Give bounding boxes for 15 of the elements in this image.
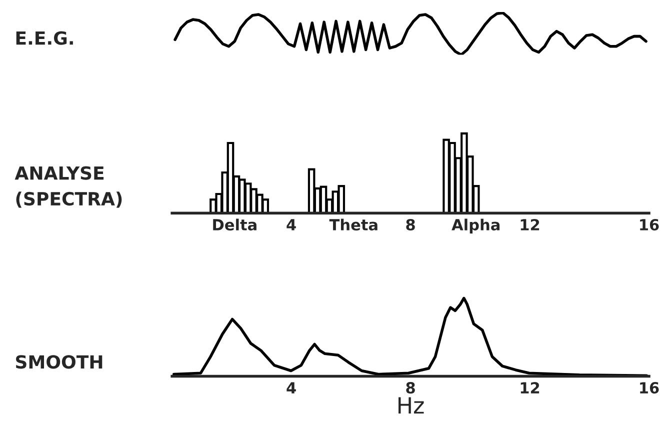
x-tick-label: 16 [640,382,659,394]
x-tick-label: 16 [640,218,659,231]
text: E.E.G. [16,31,73,45]
x-tick-label: 4 [286,382,296,394]
x-tick-label: Delta [213,218,256,231]
x-tick-label: 12 [520,218,540,230]
text: ANALYSE (SPECTRA) [14,166,122,208]
x-tick-label: Alpha [452,218,500,234]
x-tick-label: 4 [286,219,296,230]
text: SMOOTH [16,355,102,369]
x-tick-label: 12 [520,382,540,394]
x-tick-label: 8 [406,218,415,231]
x-tick-label: Theta [329,218,378,231]
x-axis-title: Hz [398,397,424,414]
x-tick-label: 8 [406,382,415,394]
